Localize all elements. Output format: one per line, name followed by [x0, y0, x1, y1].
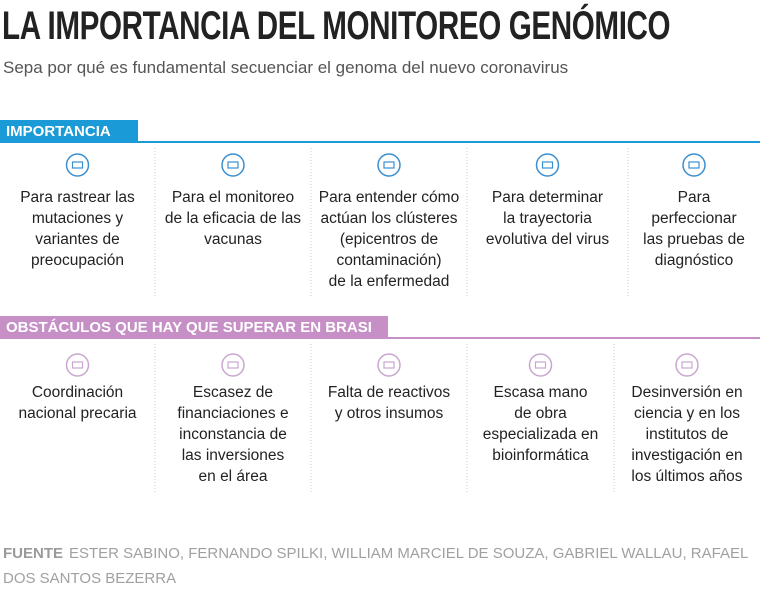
item-text: ciencia y en los	[634, 405, 740, 422]
icon	[221, 153, 245, 177]
item-text: Para determinar	[492, 189, 603, 206]
source: FUENTE ESTER SABINO, FERNANDO SPILKI, WIL…	[3, 541, 753, 591]
icon-detail	[227, 361, 239, 369]
item-text: preocupación	[31, 252, 124, 269]
item-text: institutos de	[646, 426, 729, 443]
item-text: de la eficacia de las	[165, 210, 301, 227]
icon	[535, 153, 560, 177]
icon	[377, 353, 401, 377]
section-bar	[0, 316, 388, 338]
icon	[65, 353, 90, 377]
source-text: ESTER SABINO, FERNANDO SPILKI, WILLIAM M…	[3, 545, 748, 587]
item-text: actúan los clústeres	[321, 210, 458, 227]
item-text: las inversiones	[182, 447, 285, 464]
item-text: mutaciones y	[32, 210, 124, 227]
item-text: y otros insumos	[335, 405, 444, 422]
subtitle: Sepa por qué es fundamental secuenciar e…	[3, 58, 569, 77]
item-text: los últimos años	[631, 468, 742, 485]
icon	[221, 353, 245, 377]
item-text: contaminación)	[336, 252, 441, 269]
section-heading: OBSTÁCULOS QUE HAY QUE SUPERAR EN BRASI	[6, 319, 372, 336]
icon	[65, 153, 90, 177]
item-text: evolutiva del virus	[486, 231, 609, 248]
item-text: financiaciones e	[177, 405, 288, 422]
icon-detail	[681, 361, 693, 369]
item-text: vacunas	[204, 231, 262, 248]
icon-detail	[227, 161, 239, 169]
item-text: las pruebas de	[643, 231, 745, 248]
icon-detail	[541, 161, 554, 169]
icon	[528, 353, 553, 377]
icon-detail	[383, 361, 395, 369]
item-text: Para entender cómo	[319, 189, 459, 206]
item-text: Para el monitoreo	[172, 189, 294, 206]
icon-detail	[71, 161, 84, 169]
item-text: perfeccionar	[651, 210, 736, 227]
item-text: variantes de	[35, 231, 119, 248]
section-bar	[0, 120, 138, 142]
icon	[377, 153, 401, 177]
item-text: Escasez de	[193, 384, 273, 401]
item-text: investigación en	[631, 447, 742, 464]
item-text: la trayectoria	[503, 210, 592, 227]
item-text: especializada en	[483, 426, 598, 443]
item-text: en el área	[199, 468, 268, 485]
item-text: Falta de reactivos	[328, 384, 451, 401]
item-text: Escasa mano	[494, 384, 588, 401]
section-heading: IMPORTANCIA	[6, 123, 111, 140]
icon-detail	[688, 161, 700, 169]
item-text: Para	[678, 189, 711, 206]
icon	[682, 153, 706, 177]
item-text: de obra	[514, 405, 567, 422]
item-text: bioinformática	[492, 447, 589, 464]
item-text: inconstancia de	[179, 426, 287, 443]
icon-detail	[71, 361, 84, 369]
icon-detail	[534, 361, 547, 369]
item-text: diagnóstico	[655, 252, 733, 269]
item-text: nacional precaria	[18, 405, 136, 422]
icon	[675, 353, 699, 377]
title: LA IMPORTANCIA DEL MONITOREO GENÓMICO	[2, 4, 671, 48]
item-text: de la enfermedad	[329, 273, 450, 290]
item-text: Desinversión en	[631, 384, 742, 401]
item-text: Para rastrear las	[20, 189, 135, 206]
infographic: IMPORTANCIA Para rastrear las mutaciones y…	[0, 120, 760, 492]
icon-detail	[383, 161, 395, 169]
source-label: FUENTE	[3, 545, 63, 562]
item-text: Coordinación	[32, 384, 123, 401]
item-text: (epicentros de	[340, 231, 438, 248]
